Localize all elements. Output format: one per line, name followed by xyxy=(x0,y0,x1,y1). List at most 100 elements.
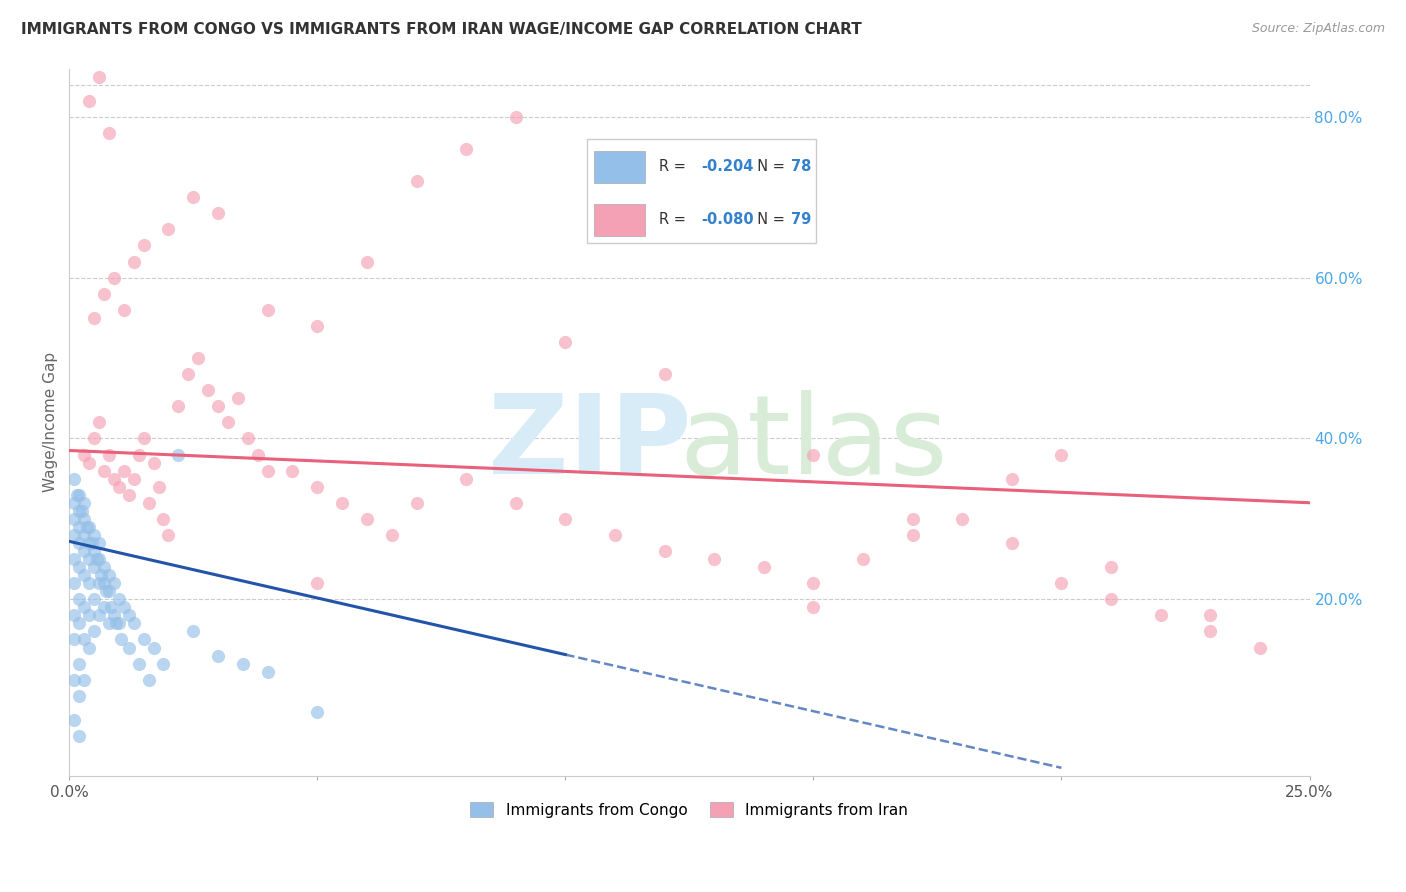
Point xyxy=(138,496,160,510)
Point xyxy=(77,536,100,550)
Point xyxy=(128,657,150,671)
Point xyxy=(112,302,135,317)
Point xyxy=(97,584,120,599)
Point xyxy=(73,496,96,510)
Point xyxy=(73,512,96,526)
Point xyxy=(256,665,278,679)
Point xyxy=(197,383,219,397)
Point xyxy=(554,512,576,526)
Point xyxy=(852,552,875,566)
Point xyxy=(752,560,775,574)
Point xyxy=(256,302,278,317)
Point xyxy=(77,608,100,623)
Point xyxy=(307,480,329,494)
Point xyxy=(456,142,478,156)
Point xyxy=(93,560,115,574)
Point xyxy=(1199,608,1222,623)
Point xyxy=(1249,640,1271,655)
Point xyxy=(554,334,576,349)
Point xyxy=(80,536,103,550)
Point xyxy=(108,616,131,631)
Point xyxy=(77,520,100,534)
Point xyxy=(103,576,125,591)
Point xyxy=(73,632,96,647)
Point xyxy=(132,632,155,647)
Point xyxy=(73,600,96,615)
Point xyxy=(118,488,141,502)
Text: R =: R = xyxy=(659,212,690,227)
Point xyxy=(93,576,115,591)
Text: atlas: atlas xyxy=(679,390,948,497)
Point xyxy=(803,600,825,615)
Point xyxy=(93,286,115,301)
Point xyxy=(97,126,120,140)
Point xyxy=(207,648,229,663)
Point xyxy=(93,464,115,478)
Point xyxy=(67,729,90,743)
Point xyxy=(138,673,160,687)
Point xyxy=(112,600,135,615)
Point xyxy=(87,552,110,566)
Point xyxy=(77,552,100,566)
Text: Source: ZipAtlas.com: Source: ZipAtlas.com xyxy=(1251,22,1385,36)
Point xyxy=(63,713,86,727)
Point xyxy=(76,520,98,534)
Text: -0.080: -0.080 xyxy=(702,212,754,227)
Point xyxy=(110,632,132,647)
Point xyxy=(86,552,108,566)
Point xyxy=(108,480,131,494)
Point xyxy=(73,673,96,687)
FancyBboxPatch shape xyxy=(593,204,645,235)
Text: N =: N = xyxy=(748,212,790,227)
Point xyxy=(654,367,676,381)
Point xyxy=(73,544,96,558)
Point xyxy=(70,504,93,518)
FancyBboxPatch shape xyxy=(586,139,817,244)
Y-axis label: Wage/Income Gap: Wage/Income Gap xyxy=(44,352,58,492)
Point xyxy=(67,488,90,502)
Point xyxy=(83,310,105,325)
Text: R =: R = xyxy=(659,159,690,174)
Text: N =: N = xyxy=(748,159,790,174)
Point xyxy=(1050,448,1073,462)
Point xyxy=(177,367,200,381)
Point xyxy=(246,448,269,462)
Point xyxy=(118,640,141,655)
Text: IMMIGRANTS FROM CONGO VS IMMIGRANTS FROM IRAN WAGE/INCOME GAP CORRELATION CHART: IMMIGRANTS FROM CONGO VS IMMIGRANTS FROM… xyxy=(21,22,862,37)
Point xyxy=(505,496,527,510)
Point xyxy=(118,608,141,623)
Point xyxy=(1001,536,1024,550)
Point xyxy=(67,520,90,534)
Point xyxy=(803,448,825,462)
Point xyxy=(63,512,86,526)
Point xyxy=(67,689,90,703)
Point xyxy=(167,448,190,462)
Point xyxy=(603,150,626,164)
Point xyxy=(105,616,128,631)
Point xyxy=(157,528,180,542)
Text: 78: 78 xyxy=(790,159,811,174)
Point xyxy=(67,616,90,631)
Point xyxy=(256,464,278,478)
Point xyxy=(122,254,145,268)
Point xyxy=(97,448,120,462)
Point xyxy=(187,351,209,365)
Point xyxy=(381,528,404,542)
Point xyxy=(63,608,86,623)
Point xyxy=(950,512,973,526)
Point xyxy=(90,568,112,582)
Point xyxy=(96,584,118,599)
FancyBboxPatch shape xyxy=(593,151,645,183)
Point xyxy=(63,496,86,510)
Point xyxy=(87,536,110,550)
Point xyxy=(87,415,110,429)
Point xyxy=(63,576,86,591)
Text: ZIP: ZIP xyxy=(488,390,692,497)
Point xyxy=(901,512,924,526)
Point xyxy=(83,560,105,574)
Point xyxy=(1001,472,1024,486)
Point xyxy=(100,600,122,615)
Point xyxy=(217,415,239,429)
Point xyxy=(703,552,725,566)
Point xyxy=(93,600,115,615)
